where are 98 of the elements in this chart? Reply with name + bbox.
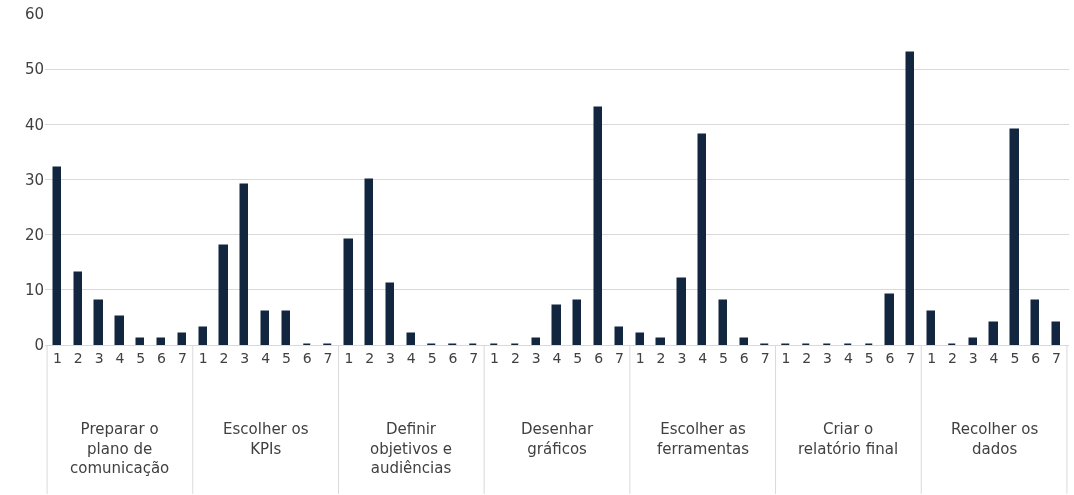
y-tick-label: 30 bbox=[24, 170, 44, 189]
x-tick-label: 7 bbox=[323, 349, 333, 366]
bar bbox=[614, 326, 623, 345]
bar bbox=[198, 326, 207, 345]
x-tick-label: 3 bbox=[240, 349, 250, 366]
x-tick-label: 2 bbox=[947, 349, 957, 366]
text: Definir objetivos e audiências bbox=[370, 420, 453, 477]
text: Recolher os dados bbox=[951, 420, 1039, 458]
x-tick-label: 6 bbox=[739, 349, 749, 366]
x-tick-label: 2 bbox=[656, 349, 666, 366]
bar bbox=[73, 271, 82, 345]
x-tick-label: 7 bbox=[760, 349, 770, 366]
x-tick-label: 4 bbox=[989, 349, 999, 366]
x-tick-label: 6 bbox=[157, 349, 167, 366]
bar bbox=[1009, 128, 1019, 345]
x-tick-label: 7 bbox=[1052, 349, 1061, 366]
bar bbox=[926, 310, 935, 345]
x-tick-label: 1 bbox=[635, 349, 645, 366]
x-tick-label: 2 bbox=[73, 349, 83, 366]
x-tick-label: 5 bbox=[1010, 349, 1020, 366]
x-tick-label: 3 bbox=[386, 349, 395, 366]
x-tick-label: 5 bbox=[136, 349, 146, 366]
x-tick-label: 4 bbox=[115, 349, 125, 366]
bar bbox=[988, 321, 998, 345]
x-tick-label: 4 bbox=[261, 349, 271, 366]
x-tick-label: 3 bbox=[968, 349, 978, 366]
y-tick-label: 0 bbox=[34, 336, 44, 355]
bar bbox=[52, 166, 61, 345]
x-tick-label: 3 bbox=[823, 349, 833, 366]
bar bbox=[114, 315, 124, 345]
x-tick-label: 7 bbox=[614, 349, 624, 366]
text: Desenhar gráficos bbox=[521, 420, 595, 458]
bar bbox=[93, 299, 103, 345]
x-tick-label: 5 bbox=[573, 349, 583, 366]
bar bbox=[1030, 299, 1039, 345]
x-tick-label: 1 bbox=[781, 349, 791, 366]
bar bbox=[156, 337, 165, 345]
x-tick-label: 4 bbox=[406, 349, 416, 366]
y-tick-label: 50 bbox=[24, 60, 44, 79]
y-tick-label: 20 bbox=[24, 225, 44, 244]
bar bbox=[572, 299, 581, 345]
x-tick-label: 6 bbox=[448, 349, 458, 366]
x-tick-label: 6 bbox=[594, 349, 604, 366]
bar bbox=[718, 299, 727, 345]
x-tick-label: 6 bbox=[1031, 349, 1041, 366]
bar bbox=[676, 277, 686, 345]
y-tick-label: 10 bbox=[24, 281, 44, 300]
x-tick-label: 7 bbox=[906, 349, 916, 366]
bar bbox=[905, 51, 914, 345]
x-tick-label: 3 bbox=[94, 349, 104, 366]
x-tick-label: 1 bbox=[344, 349, 354, 366]
x-tick-label: 4 bbox=[698, 349, 708, 366]
x-tick-label: 3 bbox=[677, 349, 687, 366]
x-tick-label: 1 bbox=[53, 349, 62, 366]
x-tick-label: 4 bbox=[552, 349, 562, 366]
x-tick-label: 3 bbox=[531, 349, 541, 366]
bar bbox=[655, 337, 665, 345]
x-tick-label: 1 bbox=[490, 349, 500, 366]
bar bbox=[239, 183, 248, 345]
x-tick-label: 2 bbox=[219, 349, 229, 366]
x-tick-label: 5 bbox=[864, 349, 874, 366]
bar bbox=[218, 244, 228, 345]
x-tick-label: 4 bbox=[843, 349, 853, 366]
bar bbox=[385, 282, 394, 345]
x-tick-label: 5 bbox=[427, 349, 437, 366]
bar bbox=[593, 106, 602, 345]
x-tick-label: 2 bbox=[510, 349, 520, 366]
text: Preparar o plano de comunicação bbox=[70, 420, 170, 477]
bar bbox=[635, 332, 644, 345]
bar bbox=[884, 293, 894, 345]
x-tick-label: 2 bbox=[802, 349, 812, 366]
x-tick-label: 5 bbox=[719, 349, 728, 366]
bar bbox=[531, 337, 540, 345]
x-tick-label: 1 bbox=[198, 349, 208, 366]
x-tick-label: 6 bbox=[885, 349, 895, 366]
bar bbox=[551, 304, 561, 345]
x-tick-label: 2 bbox=[365, 349, 375, 366]
y-tick-label: 40 bbox=[24, 115, 44, 134]
text: Criar o relatório final bbox=[798, 420, 899, 458]
x-tick-label: 5 bbox=[281, 349, 291, 366]
x-tick-label: 6 bbox=[302, 349, 312, 366]
y-tick-label: 60 bbox=[24, 5, 44, 24]
x-tick-label: 1 bbox=[927, 349, 937, 366]
bar bbox=[1051, 321, 1060, 345]
bar bbox=[281, 310, 290, 345]
bar bbox=[364, 178, 373, 345]
bar bbox=[135, 337, 144, 345]
text: Escolher os KPIs bbox=[223, 420, 309, 458]
text: Escolher as ferramentas bbox=[657, 420, 750, 458]
bar bbox=[177, 332, 186, 345]
bar bbox=[697, 133, 706, 345]
x-tick-label: 7 bbox=[469, 349, 479, 366]
bar bbox=[343, 238, 353, 345]
bar bbox=[406, 332, 415, 345]
bar bbox=[739, 337, 748, 345]
bar bbox=[260, 310, 269, 345]
x-tick-label: 7 bbox=[177, 349, 187, 366]
bar bbox=[968, 337, 977, 345]
